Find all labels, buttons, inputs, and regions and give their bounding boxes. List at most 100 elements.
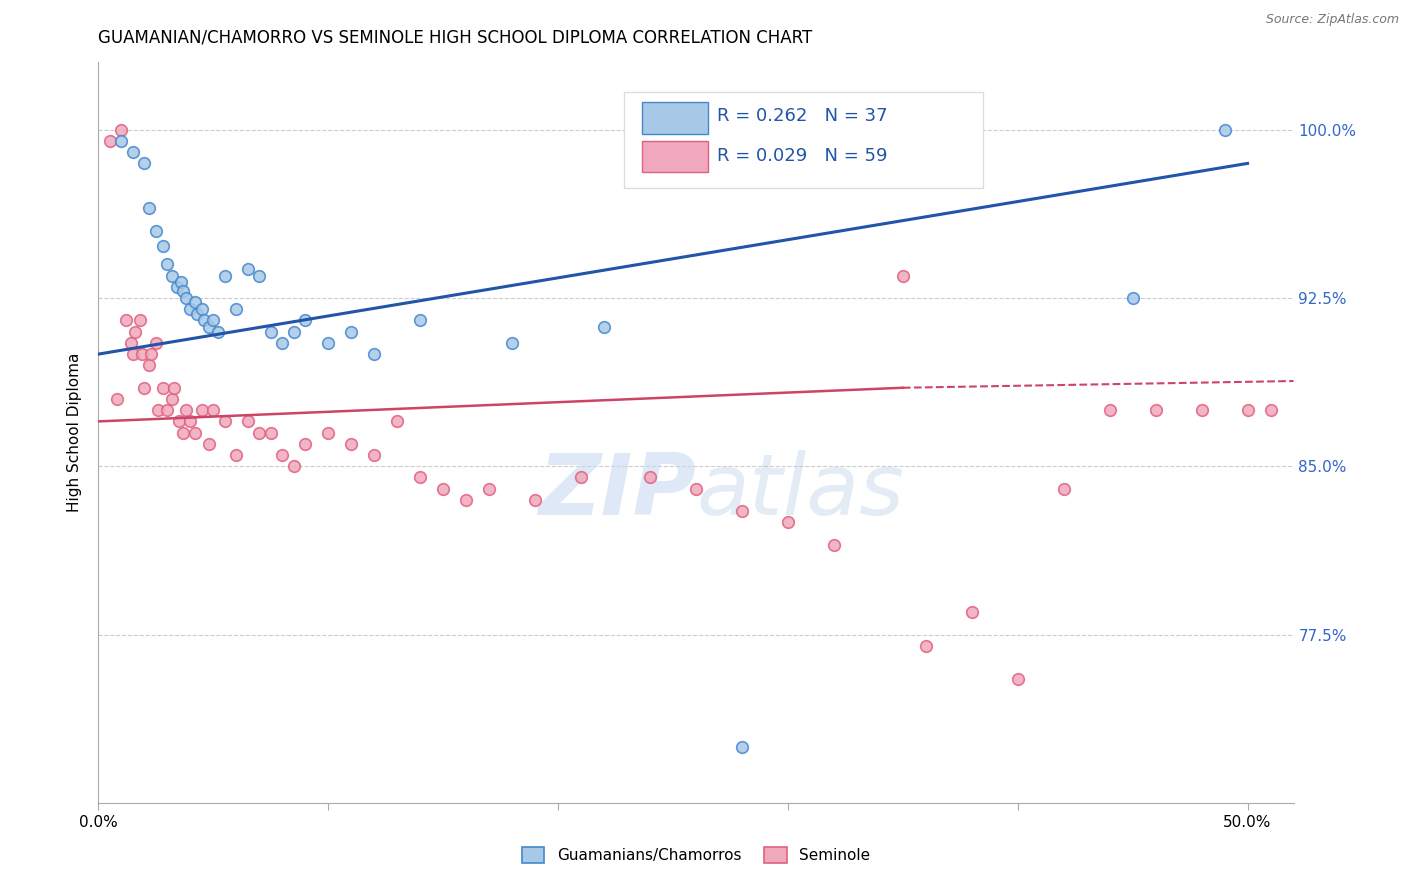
Point	[156, 257, 179, 271]
Point	[1260, 403, 1282, 417]
Point	[685, 482, 707, 496]
Point	[1144, 403, 1167, 417]
Point	[193, 313, 215, 327]
Point	[385, 414, 409, 428]
Point	[179, 414, 201, 428]
Point	[166, 280, 188, 294]
Point	[174, 291, 197, 305]
Point	[134, 156, 156, 170]
Point	[340, 437, 363, 451]
Point	[152, 239, 174, 253]
Point	[294, 437, 316, 451]
Point	[260, 325, 283, 339]
Point	[363, 347, 385, 361]
Text: Source: ZipAtlas.com: Source: ZipAtlas.com	[1265, 13, 1399, 27]
Point	[145, 224, 167, 238]
Bar	[643, 141, 709, 172]
Bar	[643, 103, 709, 134]
Point	[1213, 122, 1236, 136]
Point	[184, 425, 207, 440]
Point	[283, 459, 305, 474]
Point	[731, 504, 754, 518]
Point	[409, 470, 432, 484]
Point	[134, 381, 156, 395]
Point	[145, 335, 167, 350]
Point	[283, 325, 305, 339]
Point	[122, 145, 145, 160]
Point	[174, 403, 197, 417]
Point	[167, 414, 190, 428]
Point	[124, 325, 146, 339]
Point	[138, 359, 160, 373]
Point	[172, 285, 194, 299]
Point	[184, 295, 207, 310]
Point	[191, 403, 214, 417]
Point	[1053, 482, 1076, 496]
Point	[1098, 403, 1121, 417]
Point	[163, 381, 186, 395]
Point	[891, 268, 914, 283]
Point	[105, 392, 128, 406]
Y-axis label: High School Diploma: High School Diploma	[67, 353, 83, 512]
Point	[179, 302, 201, 317]
Point	[731, 739, 754, 754]
Point	[148, 403, 170, 417]
Point	[247, 425, 270, 440]
Point	[131, 347, 153, 361]
Point	[202, 403, 225, 417]
Point	[110, 134, 132, 148]
Point	[160, 392, 183, 406]
Point	[271, 448, 294, 462]
Point	[340, 325, 363, 339]
Point	[1122, 291, 1144, 305]
Point	[202, 313, 225, 327]
Point	[110, 122, 132, 136]
Point	[115, 313, 138, 327]
Point	[156, 403, 179, 417]
Point	[120, 335, 142, 350]
Point	[225, 448, 247, 462]
Point	[160, 268, 183, 283]
Point	[236, 261, 259, 276]
Point	[225, 302, 247, 317]
Point	[478, 482, 501, 496]
Point	[271, 335, 294, 350]
Point	[638, 470, 661, 484]
Point	[914, 639, 936, 653]
Text: GUAMANIAN/CHAMORRO VS SEMINOLE HIGH SCHOOL DIPLOMA CORRELATION CHART: GUAMANIAN/CHAMORRO VS SEMINOLE HIGH SCHO…	[98, 29, 813, 47]
Point	[260, 425, 283, 440]
Point	[823, 538, 845, 552]
Point	[316, 425, 339, 440]
Point	[960, 605, 983, 619]
Point	[247, 268, 270, 283]
Text: R = 0.262   N = 37: R = 0.262 N = 37	[717, 108, 889, 126]
Point	[191, 302, 214, 317]
Point	[214, 268, 236, 283]
Point	[236, 414, 259, 428]
Point	[186, 307, 208, 321]
Point	[138, 201, 160, 215]
Point	[172, 425, 194, 440]
Point	[501, 335, 523, 350]
Point	[122, 347, 145, 361]
Point	[569, 470, 592, 484]
Point	[776, 516, 799, 530]
Point	[1236, 403, 1258, 417]
Point	[1007, 673, 1029, 687]
Point	[363, 448, 385, 462]
Legend: Guamanians/Chamorros, Seminole: Guamanians/Chamorros, Seminole	[516, 841, 876, 869]
Point	[170, 275, 193, 289]
Point	[197, 320, 219, 334]
Point	[294, 313, 316, 327]
Point	[316, 335, 339, 350]
Point	[214, 414, 236, 428]
Point	[1191, 403, 1213, 417]
Point	[432, 482, 454, 496]
Point	[98, 134, 121, 148]
Text: R = 0.029   N = 59: R = 0.029 N = 59	[717, 146, 889, 165]
Point	[524, 492, 547, 507]
FancyBboxPatch shape	[624, 92, 983, 188]
Point	[197, 437, 219, 451]
Point	[152, 381, 174, 395]
Point	[593, 320, 616, 334]
